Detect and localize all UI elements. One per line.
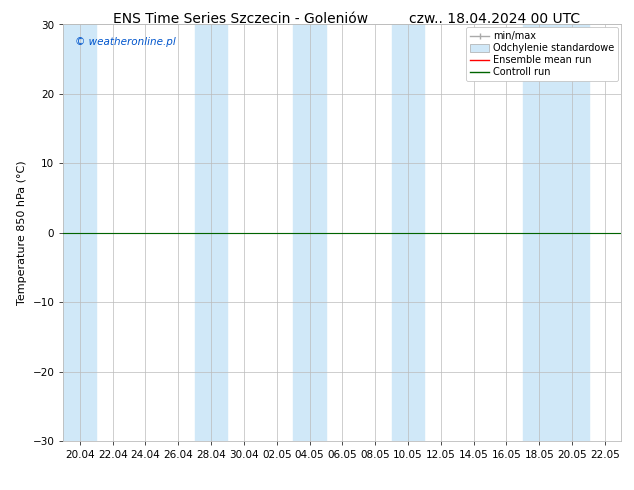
Y-axis label: Temperature 850 hPa (°C): Temperature 850 hPa (°C): [17, 160, 27, 305]
Bar: [392, 24, 424, 441]
Bar: [195, 24, 228, 441]
Text: czw.. 18.04.2024 00 UTC: czw.. 18.04.2024 00 UTC: [409, 12, 580, 26]
Legend: min/max, Odchylenie standardowe, Ensemble mean run, Controll run: min/max, Odchylenie standardowe, Ensembl…: [466, 27, 618, 81]
Text: © weatheronline.pl: © weatheronline.pl: [75, 37, 176, 47]
Bar: [63, 24, 96, 441]
Bar: [523, 24, 588, 441]
Bar: [293, 24, 326, 441]
Text: ENS Time Series Szczecin - Goleniów: ENS Time Series Szczecin - Goleniów: [113, 12, 368, 26]
